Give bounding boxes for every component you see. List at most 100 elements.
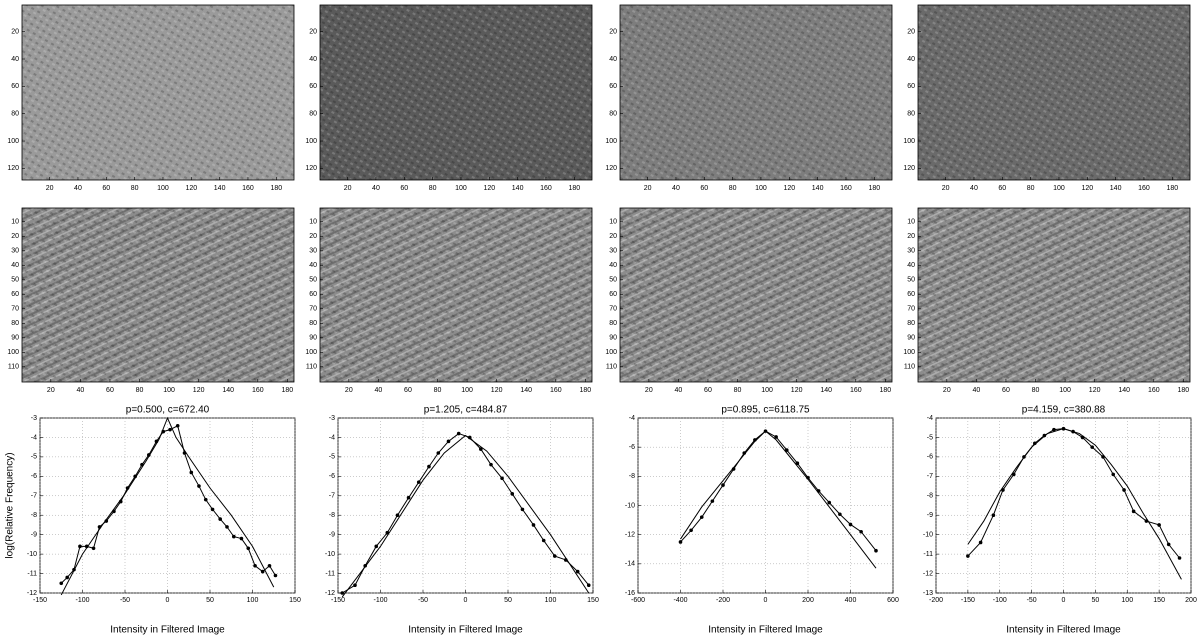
y-tick-label: 110 <box>8 364 19 371</box>
x-tick-label: -600 <box>631 597 645 604</box>
x-tick-label: -50 <box>1027 597 1037 604</box>
data-point <box>395 513 400 518</box>
data-point <box>427 464 431 469</box>
x-tick-label: 20 <box>47 387 55 394</box>
data-point <box>531 523 536 527</box>
y-tick-label: 60 <box>11 83 19 90</box>
x-tick-label: 180 <box>270 185 282 192</box>
data-point <box>848 522 853 527</box>
data-point <box>1111 472 1116 477</box>
x-tick-label: 100 <box>1059 387 1071 394</box>
y-tick-label: 100 <box>7 138 19 145</box>
data-point <box>197 484 201 488</box>
image-texture <box>320 5 592 180</box>
y-axis-label: log(Relative Frequency) <box>5 452 16 558</box>
y-tick-label: 60 <box>907 291 915 298</box>
data-point <box>78 544 82 549</box>
data-point <box>416 480 421 484</box>
data-point <box>541 538 546 543</box>
x-tick-label: 160 <box>550 387 562 394</box>
x-tick-label: 120 <box>783 185 795 192</box>
y-tick-label: -6 <box>927 454 933 461</box>
series-line <box>967 428 1182 580</box>
x-tick-label: 140 <box>214 185 226 192</box>
data-point <box>479 447 483 451</box>
y-tick-label: -4 <box>927 415 933 422</box>
y-tick-label: 100 <box>605 138 617 145</box>
series-line <box>680 430 877 569</box>
x-tick-label: 60 <box>400 185 408 192</box>
chart-title: p=1.205, c=484.87 <box>424 405 508 416</box>
x-tick-label: 100 <box>761 387 773 394</box>
x-tick-label: 140 <box>512 185 524 192</box>
data-point <box>1177 556 1182 560</box>
y-tick-label: -10 <box>923 532 933 539</box>
x-tick-label: 40 <box>76 387 84 394</box>
data-point <box>168 427 172 432</box>
y-tick-label: -9 <box>329 532 335 539</box>
y-tick-label: 90 <box>11 335 19 342</box>
x-tick-label: 160 <box>840 185 852 192</box>
x-tick-label: 40 <box>970 185 978 192</box>
y-tick-label: 120 <box>903 165 915 172</box>
x-tick-label: 100 <box>461 387 473 394</box>
y-tick-label: 30 <box>309 248 317 255</box>
y-tick-label: 10 <box>907 219 915 226</box>
x-tick-label: -200 <box>929 597 943 604</box>
y-tick-label: 20 <box>609 29 617 36</box>
y-tick-label: 70 <box>907 306 915 313</box>
y-tick-label: -10 <box>625 502 635 509</box>
x-tick-label: -100 <box>993 597 1007 604</box>
x-tick-label: 80 <box>1032 387 1040 394</box>
x-tick-label: 20 <box>345 387 353 394</box>
chart-title: p=0.895, c=6118.75 <box>721 405 810 416</box>
x-tick-label: -150 <box>961 597 975 604</box>
y-tick-label: -3 <box>329 415 335 422</box>
y-tick-label: -10 <box>325 551 335 558</box>
y-tick-label: 100 <box>305 349 317 356</box>
data-point <box>827 500 832 505</box>
data-point <box>978 540 983 545</box>
x-tick-label: 40 <box>672 185 680 192</box>
y-tick-label: -9 <box>31 532 37 539</box>
y-tick-label: 60 <box>309 291 317 298</box>
x-tick-label: -400 <box>673 597 687 604</box>
data-point <box>721 483 725 487</box>
data-point <box>991 513 996 518</box>
x-tick-label: 80 <box>136 387 144 394</box>
y-tick-label: -3 <box>31 415 37 422</box>
y-tick-label: 20 <box>907 233 915 240</box>
x-tick-label: 20 <box>344 185 352 192</box>
x-tick-label: 160 <box>540 185 552 192</box>
x-tick-label: 140 <box>520 387 532 394</box>
x-tick-label: 180 <box>1178 387 1190 394</box>
y-tick-label: 20 <box>309 29 317 36</box>
x-tick-label: 60 <box>998 185 1006 192</box>
x-tick-label: 40 <box>74 185 82 192</box>
x-tick-label: 100 <box>1053 185 1065 192</box>
x-tick-label: 180 <box>282 387 294 394</box>
data-point <box>59 581 64 586</box>
y-tick-label: 30 <box>907 248 915 255</box>
x-tick-label: 0 <box>166 597 170 604</box>
data-point <box>575 569 580 574</box>
x-tick-label: 400 <box>845 597 857 604</box>
x-tick-label: 0 <box>764 597 768 604</box>
y-tick-label: 10 <box>309 219 317 226</box>
y-tick-label: 20 <box>609 233 617 240</box>
y-tick-label: -8 <box>927 493 933 500</box>
image-texture <box>620 5 892 180</box>
x-tick-label: 140 <box>222 387 234 394</box>
x-tick-label: -50 <box>120 597 130 604</box>
y-tick-label: 70 <box>609 306 617 313</box>
x-tick-label: 60 <box>102 185 110 192</box>
x-tick-label: 60 <box>106 387 114 394</box>
data-point <box>520 507 525 512</box>
y-tick-label: 80 <box>907 320 915 327</box>
axes-frame <box>619 207 893 383</box>
image-texture <box>620 208 892 382</box>
data-point <box>65 575 69 580</box>
y-tick-label: 60 <box>11 291 19 298</box>
y-tick-label: -11 <box>923 551 933 558</box>
x-tick-label: 120 <box>185 185 197 192</box>
